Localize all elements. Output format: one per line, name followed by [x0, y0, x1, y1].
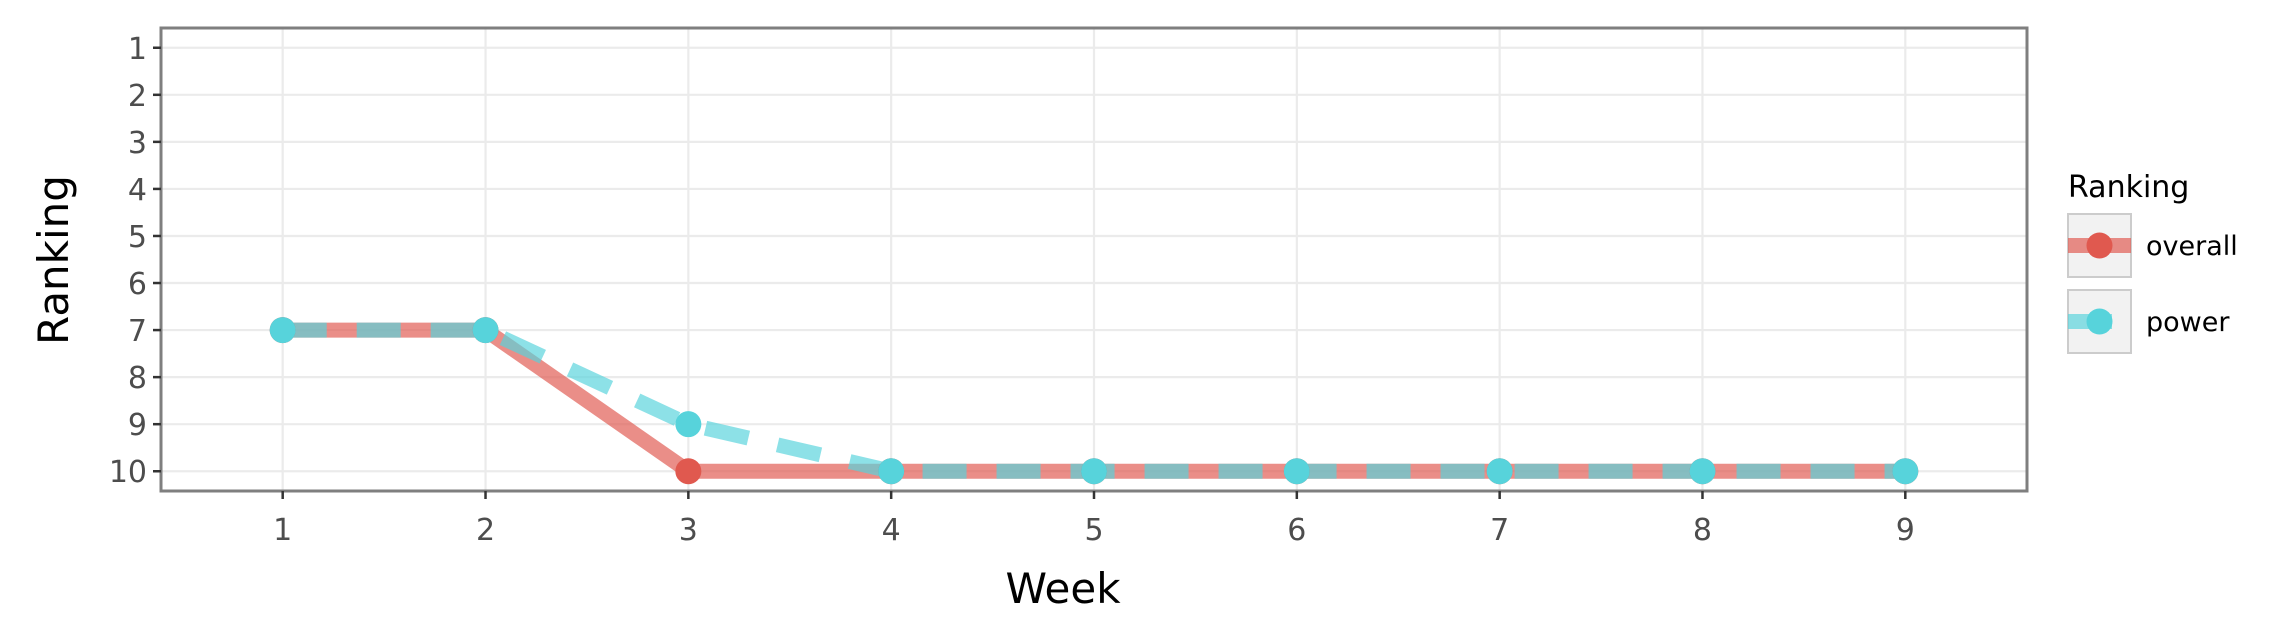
data-point-power — [1283, 458, 1310, 485]
x-tick-label: 5 — [1084, 513, 1103, 548]
legend-label: overall — [2146, 231, 2238, 262]
x-tick-label: 4 — [882, 513, 901, 548]
x-axis: 1 2 3 4 5 6 7 8 9 — [273, 491, 1915, 548]
y-tick-label: 1 — [128, 32, 147, 67]
x-tick-label: 9 — [1896, 513, 1915, 548]
x-tick-label: 1 — [273, 513, 292, 548]
data-point-power — [675, 411, 702, 438]
y-tick-label: 4 — [128, 173, 147, 208]
x-axis-title: Week — [1005, 564, 1121, 613]
data-point-overall — [675, 458, 702, 485]
y-tick-label: 9 — [128, 408, 147, 443]
x-tick-label: 7 — [1490, 513, 1509, 548]
y-tick-label: 5 — [128, 220, 147, 255]
x-tick-label: 2 — [476, 513, 495, 548]
data-point-power — [472, 317, 499, 344]
data-point-power — [878, 458, 905, 485]
y-tick-label: 2 — [128, 79, 147, 114]
legend-label: power — [2146, 307, 2230, 338]
y-tick-label: 10 — [109, 455, 147, 490]
series-layer — [269, 317, 1919, 485]
legend: Ranking overall power — [2067, 170, 2238, 354]
y-tick-label: 6 — [128, 267, 147, 302]
legend-title: Ranking — [2068, 170, 2189, 205]
legend-item-overall: overall — [2067, 213, 2238, 278]
y-tick-label: 7 — [128, 314, 147, 349]
data-point-power — [1689, 458, 1716, 485]
legend-items: overall power — [2067, 213, 2238, 354]
data-point-power — [1892, 458, 1919, 485]
data-point-power — [1081, 458, 1107, 485]
y-axis: 1 2 3 4 5 6 7 8 9 10 — [109, 32, 161, 490]
legend-key-point — [2086, 232, 2113, 259]
y-tick-label: 3 — [128, 126, 147, 161]
x-tick-label: 3 — [679, 513, 698, 548]
x-tick-label: 8 — [1693, 513, 1712, 548]
x-tick-label: 6 — [1287, 513, 1306, 548]
data-point-power — [269, 317, 296, 344]
legend-key-point — [2086, 308, 2113, 335]
data-point-power — [1486, 458, 1513, 485]
y-axis-title: Ranking — [29, 175, 78, 345]
y-tick-label: 8 — [128, 361, 147, 396]
grid-lines — [161, 28, 2027, 491]
legend-item-power: power — [2067, 289, 2230, 354]
